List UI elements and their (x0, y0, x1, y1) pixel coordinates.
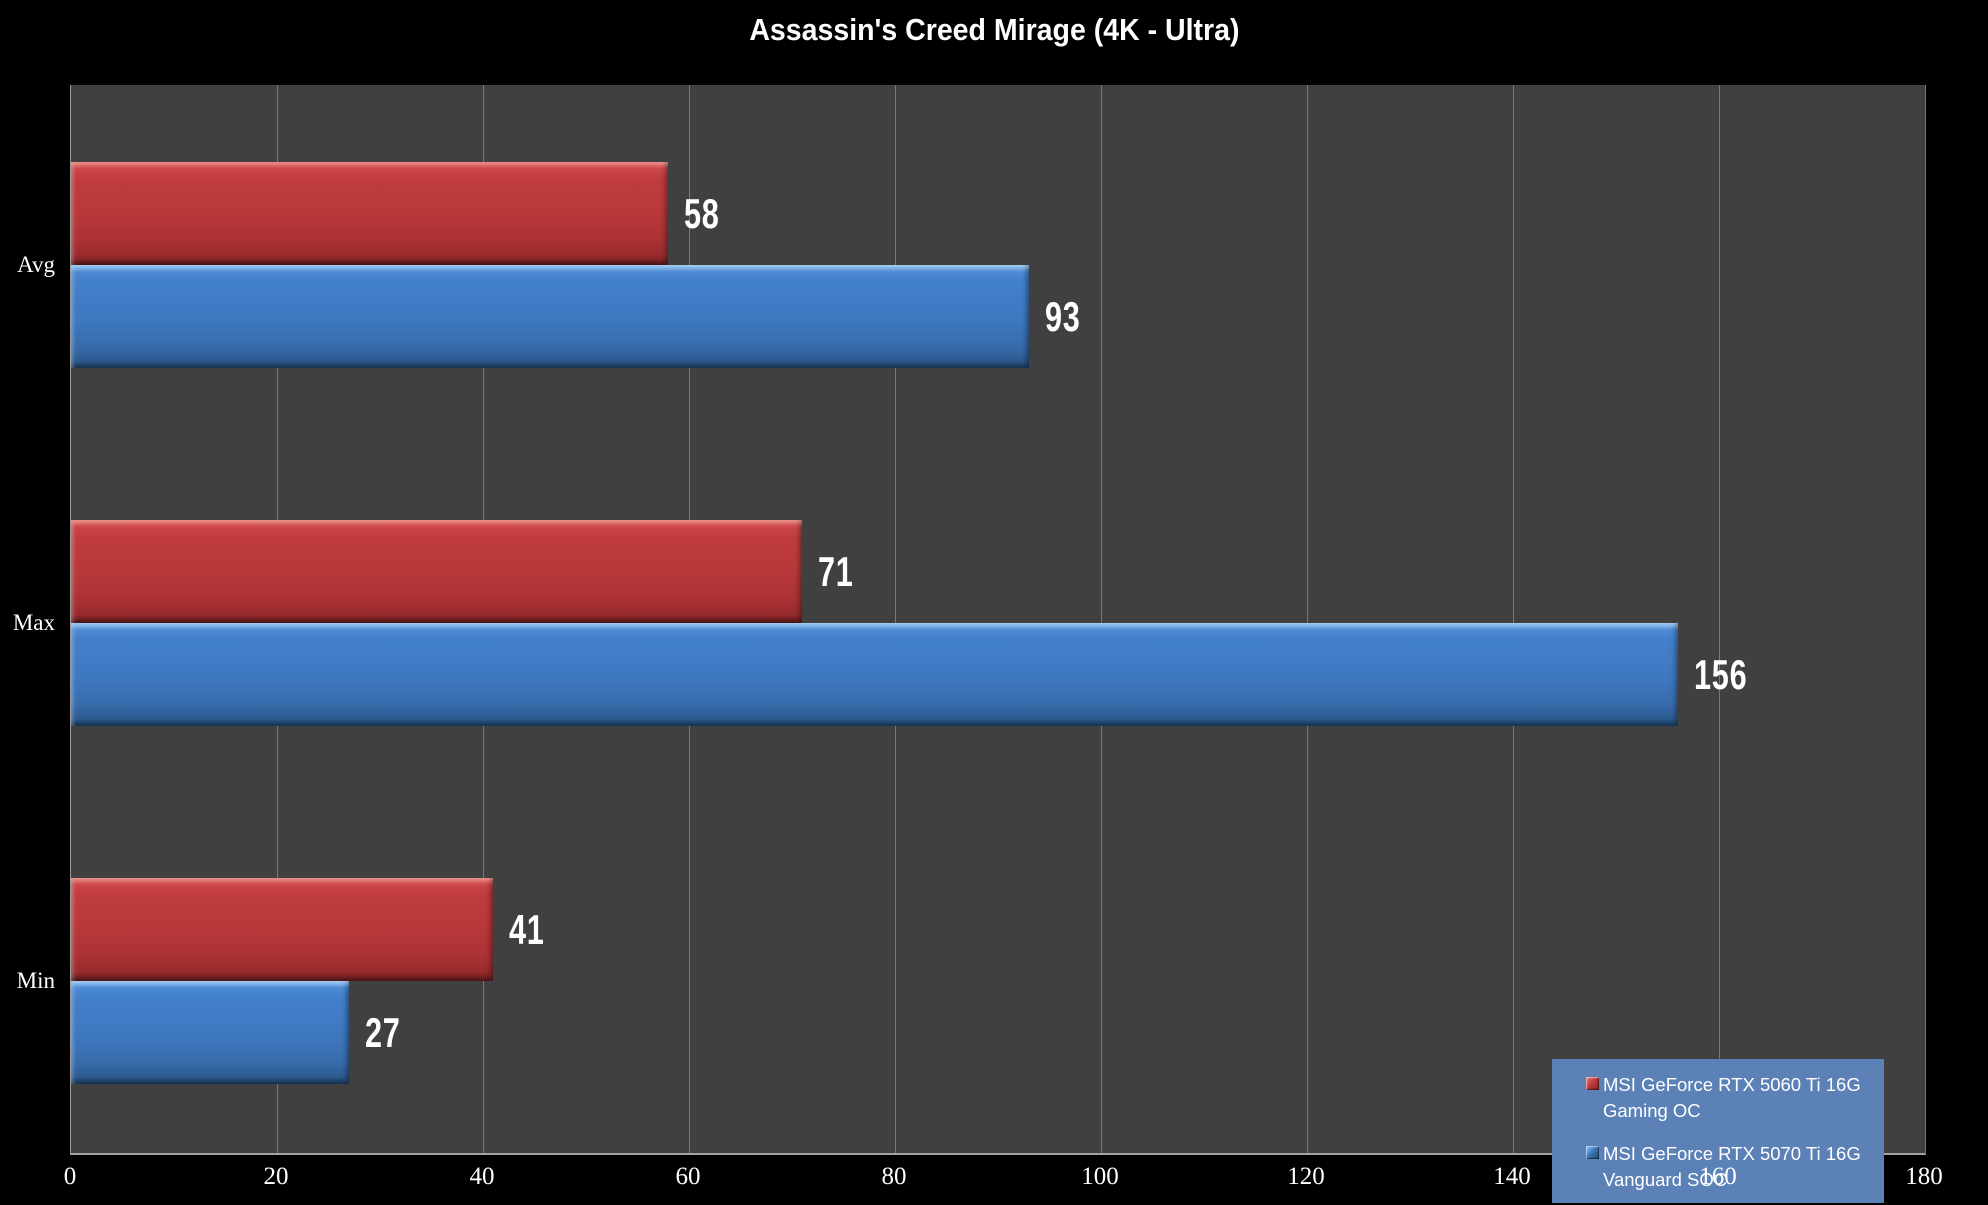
bar-rtx-5060-ti-gaming-oc-avg: 58 (71, 162, 719, 265)
bar-value-label: 71 (818, 547, 854, 595)
bar-rtx-5070-ti-vanguard-soc-avg: 93 (71, 265, 1080, 368)
bar-rtx-5070-ti-vanguard-soc-max: 156 (71, 623, 1746, 726)
gridline-180 (1925, 85, 1926, 1153)
x-tick-label-120: 120 (1287, 1163, 1325, 1190)
chart-title-text: Assassin's Creed Mirage (4K - Ultra) (748, 12, 1240, 47)
legend-marker-icon (1586, 1146, 1599, 1159)
gridline-100 (1101, 85, 1102, 1153)
bar-rtx-5060-ti-gaming-oc-min: 41 (71, 878, 544, 981)
gridline-120 (1307, 85, 1308, 1153)
category-label-avg: Avg (17, 252, 55, 277)
x-tick-label-20: 20 (263, 1163, 289, 1190)
x-tick-label-80: 80 (881, 1163, 907, 1190)
bar-value-label: 41 (509, 905, 545, 953)
x-tick-label-180: 180 (1905, 1163, 1943, 1190)
x-tick-label-100: 100 (1081, 1163, 1119, 1190)
legend-item: MSI GeForce RTX 5060 Ti 16G Gaming OC (1586, 1072, 1878, 1124)
gridline-160 (1719, 85, 1720, 1153)
bar-value-label: 58 (684, 189, 720, 237)
category-axis: Avg Max Min (0, 85, 58, 1153)
x-tick-label-60: 60 (675, 1163, 701, 1190)
x-tick-label-40: 40 (469, 1163, 495, 1190)
legend-item: MSI GeForce RTX 5070 Ti 16G Vanguard SOC (1586, 1141, 1878, 1193)
gridline-140 (1513, 85, 1514, 1153)
legend-marker-icon (1586, 1077, 1599, 1090)
bar-rtx-5060-ti-gaming-oc-max: 71 (71, 520, 853, 623)
bar-rtx-5070-ti-vanguard-soc-min: 27 (71, 981, 400, 1084)
x-tick-label-160: 160 (1699, 1163, 1737, 1190)
x-tick-label-0: 0 (63, 1163, 77, 1190)
plot-area: 58 93 71 156 41 27 MSI GeForce RTX 5060 Ti 16… (70, 85, 1926, 1203)
category-label-min: Min (16, 968, 55, 993)
legend: MSI GeForce RTX 5060 Ti 16G Gaming OC MSI… (1552, 1059, 1884, 1203)
bar-value-label: 156 (1693, 650, 1748, 698)
chart-title: Assassin's Creed Mirage (4K - Ultra) (0, 12, 1988, 48)
legend-item-label: MSI GeForce RTX 5070 Ti 16G Vanguard SOC (1603, 1143, 1861, 1190)
x-tick-label-140: 140 (1493, 1163, 1531, 1190)
bar-value-label: 27 (365, 1008, 401, 1056)
gridline-80 (895, 85, 896, 1153)
x-axis-ticks: 0 20 40 60 80 100 120 140 160 180 (64, 1163, 1943, 1199)
category-label-max: Max (12, 610, 55, 635)
legend-item-label: MSI GeForce RTX 5060 Ti 16G Gaming OC (1603, 1074, 1861, 1121)
bar-value-label: 93 (1044, 292, 1081, 340)
